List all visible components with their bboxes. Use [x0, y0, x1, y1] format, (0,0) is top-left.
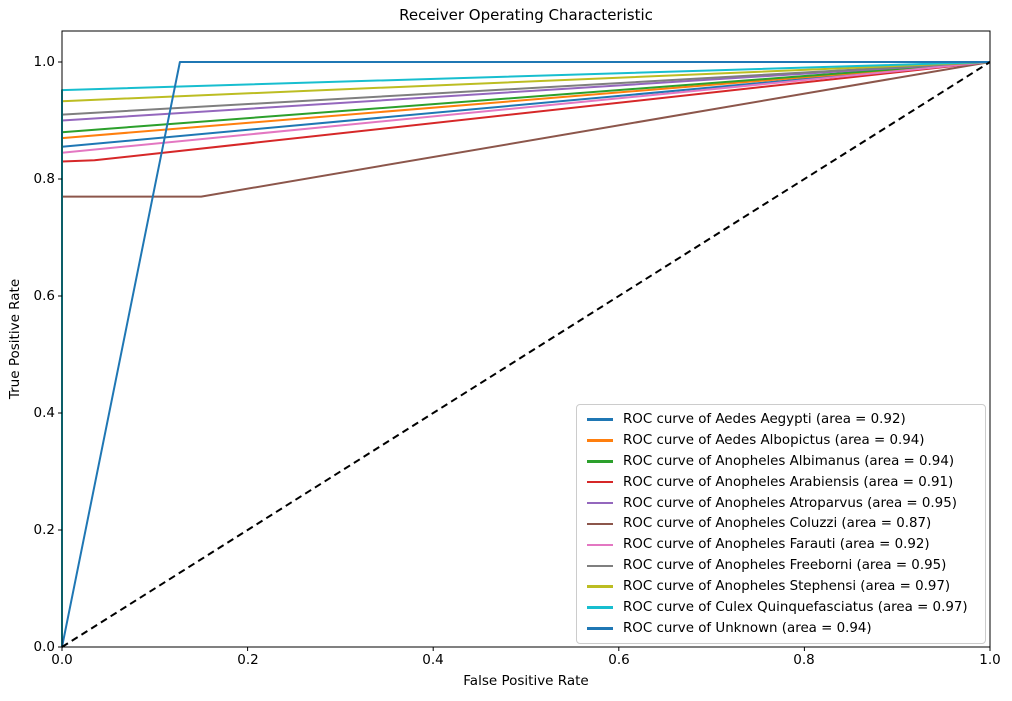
legend-line-swatch	[587, 480, 613, 484]
x-tick-label-0: 0.0	[51, 652, 73, 668]
chance-diagonal	[61, 61, 991, 648]
legend: ROC curve of Aedes Aegypti (area = 0.92)…	[576, 404, 986, 644]
legend-label: ROC curve of Anopheles Farauti (area = 0…	[623, 537, 930, 553]
legend-line-swatch	[587, 564, 613, 568]
legend-item: ROC curve of Culex Quinquefasciatus (are…	[577, 598, 985, 618]
legend-item: ROC curve of Anopheles Farauti (area = 0…	[577, 535, 985, 555]
legend-label: ROC curve of Anopheles Coluzzi (area = 0…	[623, 516, 932, 532]
y-tick-label-2: 0.4	[33, 405, 55, 421]
x-axis-label: False Positive Rate	[463, 673, 589, 689]
y-tick-label-5: 1.0	[33, 54, 55, 70]
legend-label: ROC curve of Anopheles Stephensi (area =…	[623, 579, 951, 595]
legend-label: ROC curve of Unknown (area = 0.94)	[623, 621, 872, 637]
legend-line-swatch	[587, 606, 613, 609]
legend-line-swatch	[587, 627, 613, 630]
y-tick-label-4: 0.8	[33, 171, 55, 187]
chart-title: Receiver Operating Characteristic	[399, 6, 653, 24]
x-tick-label-2: 0.4	[422, 652, 444, 668]
legend-line-swatch	[587, 459, 613, 463]
legend-line-swatch	[587, 522, 613, 526]
legend-label: ROC curve of Aedes Aegypti (area = 0.92)	[623, 411, 906, 427]
legend-item: ROC curve of Anopheles Coluzzi (area = 0…	[577, 514, 985, 534]
legend-label: ROC curve of Anopheles Albimanus (area =…	[623, 453, 955, 469]
y-tick-label-0: 0.0	[33, 639, 55, 655]
legend-item: ROC curve of Aedes Albopictus (area = 0.…	[577, 430, 985, 450]
legend-label: ROC curve of Anopheles Atroparvus (area …	[623, 495, 957, 511]
legend-line-swatch	[587, 439, 613, 442]
legend-line-swatch	[587, 585, 613, 588]
axes-spines	[61, 30, 991, 648]
x-tick-label-5: 1.0	[979, 652, 1001, 668]
legend-item: ROC curve of Anopheles Arabiensis (area …	[577, 472, 985, 492]
y-tick-label-3: 0.6	[33, 288, 55, 304]
legend-label: ROC curve of Anopheles Freeborni (area =…	[623, 558, 947, 574]
x-tick-label-4: 0.8	[793, 652, 815, 668]
y-tick-label-1: 0.2	[33, 522, 55, 538]
legend-line-swatch	[587, 543, 613, 547]
legend-label: ROC curve of Culex Quinquefasciatus (are…	[623, 600, 968, 616]
legend-label: ROC curve of Anopheles Arabiensis (area …	[623, 474, 954, 490]
legend-item: ROC curve of Anopheles Albimanus (area =…	[577, 451, 985, 471]
legend-item: ROC curve of Anopheles Atroparvus (area …	[577, 493, 985, 513]
legend-line-swatch	[587, 418, 613, 421]
roc-curve-unknown	[61, 61, 990, 648]
legend-item: ROC curve of Anopheles Stephensi (area =…	[577, 577, 985, 597]
x-tick-label-1: 0.2	[237, 652, 259, 668]
x-tick-label-3: 0.6	[608, 652, 630, 668]
legend-line-swatch	[587, 501, 613, 505]
legend-item: ROC curve of Aedes Aegypti (area = 0.92)	[577, 409, 985, 429]
legend-item: ROC curve of Anopheles Freeborni (area =…	[577, 556, 985, 576]
y-axis-label: True Positive Rate	[7, 278, 23, 400]
legend-item: ROC curve of Unknown (area = 0.94)	[577, 619, 985, 639]
legend-label: ROC curve of Aedes Albopictus (area = 0.…	[623, 432, 925, 448]
